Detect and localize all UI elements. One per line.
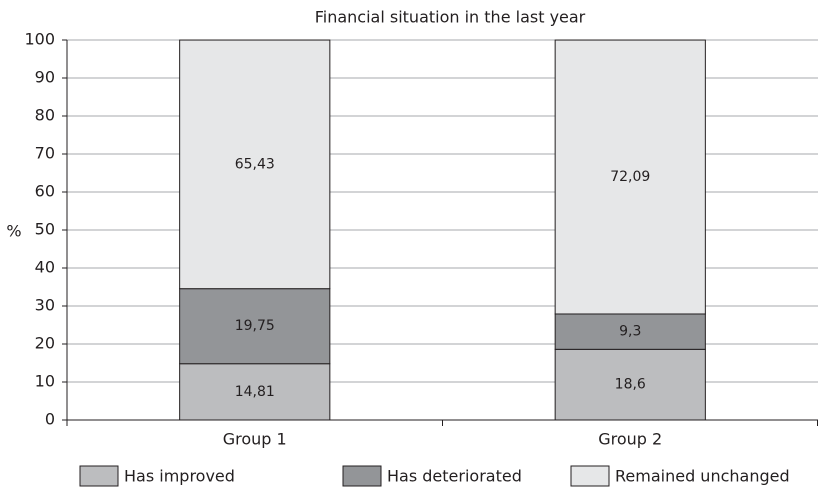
bar-segment (554, 348, 706, 421)
data-label: 9,3 (619, 324, 641, 340)
y-tick-label: 70 (35, 144, 55, 163)
legend-swatch (79, 465, 119, 487)
y-tick-label: 60 (35, 182, 55, 201)
y-tick-label: 0 (45, 410, 55, 429)
data-label: 19,75 (235, 318, 275, 334)
bar-segment (179, 39, 331, 290)
y-tick-label: 90 (35, 68, 55, 87)
legend-label: Has deteriorated (387, 467, 522, 486)
bar-segment (179, 363, 331, 421)
y-tick-label: 50 (35, 220, 55, 239)
y-axis-label: % (6, 222, 21, 241)
y-tick-label: 30 (35, 296, 55, 315)
x-tick-label: Group 1 (223, 430, 287, 449)
data-label: 14,81 (235, 384, 275, 400)
chart-title: Financial situation in the last year (315, 8, 586, 27)
bar-segment (179, 288, 331, 365)
bar-segment (554, 313, 706, 350)
legend-label: Remained unchanged (615, 467, 790, 486)
data-label: 18,6 (615, 377, 646, 393)
y-tick-label: 80 (35, 106, 55, 125)
data-label: 72,09 (610, 169, 650, 185)
bar-segment (554, 39, 706, 315)
x-tick-label: Group 2 (598, 430, 662, 449)
legend-swatch (570, 465, 610, 487)
y-tick-label: 100 (24, 30, 55, 49)
y-tick-label: 10 (35, 372, 55, 391)
data-label: 65,43 (235, 156, 275, 172)
y-tick-label: 20 (35, 334, 55, 353)
y-tick-label: 40 (35, 258, 55, 277)
legend-label: Has improved (124, 467, 235, 486)
legend-swatch (342, 465, 382, 487)
